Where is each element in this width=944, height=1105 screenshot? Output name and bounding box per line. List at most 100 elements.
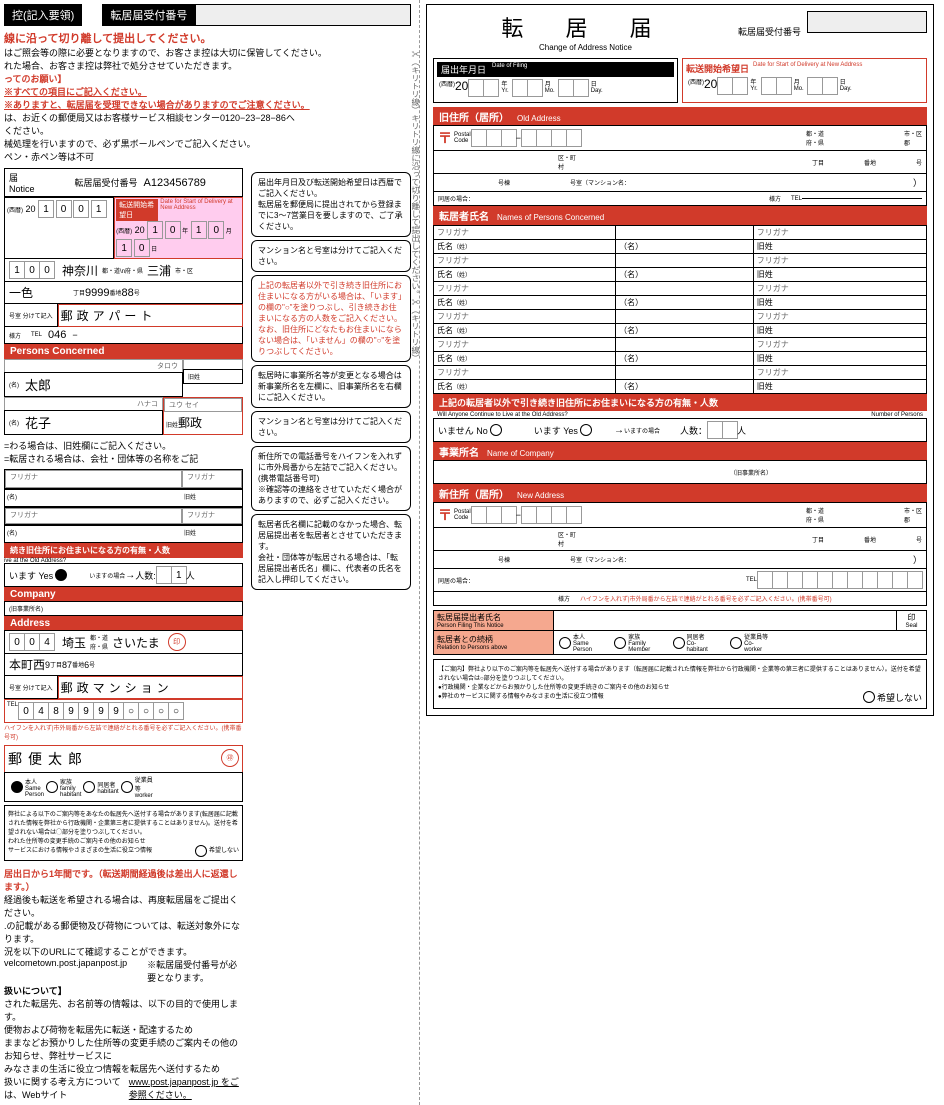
- rel-kazoku-circle[interactable]: [46, 781, 58, 793]
- dd2[interactable]: 0: [134, 239, 150, 257]
- p3[interactable]: 0: [39, 261, 55, 279]
- dm2r[interactable]: [776, 77, 792, 95]
- nt6[interactable]: [832, 571, 848, 589]
- np2[interactable]: [486, 506, 502, 524]
- np6[interactable]: [551, 506, 567, 524]
- pref2[interactable]: 埼玉: [62, 634, 86, 651]
- op1[interactable]: [471, 129, 487, 147]
- np5[interactable]: [536, 506, 552, 524]
- dm4[interactable]: 0: [208, 221, 224, 239]
- rel-juugyo-circle[interactable]: [121, 781, 133, 793]
- dd1[interactable]: 1: [116, 239, 132, 257]
- fm2[interactable]: [527, 79, 543, 97]
- op6[interactable]: [551, 129, 567, 147]
- filer[interactable]: 郵便太郎: [8, 749, 88, 769]
- op7[interactable]: [566, 129, 582, 147]
- rel-honnin-circle[interactable]: [11, 781, 23, 793]
- p1-furi[interactable]: タロウ: [4, 359, 183, 373]
- persons-en: Names of Persons Concerned: [497, 213, 604, 222]
- rel-doukyo-circle[interactable]: [83, 781, 95, 793]
- city[interactable]: 三浦: [147, 262, 171, 279]
- town2[interactable]: 本町西: [9, 656, 45, 673]
- rh: 本人 Same Person: [573, 632, 592, 653]
- nt8[interactable]: [862, 571, 878, 589]
- fy1[interactable]: [468, 79, 484, 97]
- dy4[interactable]: 0: [165, 221, 181, 239]
- nc2[interactable]: [722, 421, 738, 439]
- tel[interactable]: 046: [48, 329, 66, 341]
- chome[interactable]: 9999: [85, 287, 109, 299]
- cont-en-r: Will Anyone Continue to Live at the Old …: [437, 412, 568, 418]
- dy2r[interactable]: [732, 77, 748, 95]
- np7[interactable]: [566, 506, 582, 524]
- dy1r[interactable]: [717, 77, 733, 95]
- apt2[interactable]: 郵政マンション: [58, 676, 243, 699]
- filer-field[interactable]: [554, 611, 897, 631]
- nc1[interactable]: [707, 421, 723, 439]
- nt3[interactable]: [787, 571, 803, 589]
- op3[interactable]: [501, 129, 517, 147]
- np4[interactable]: [521, 506, 537, 524]
- op2[interactable]: [486, 129, 502, 147]
- f8: 便物および荷物を転居先に転送・配達するため: [4, 1023, 243, 1036]
- np1[interactable]: [471, 506, 487, 524]
- fd1[interactable]: [558, 79, 574, 97]
- p2-mei[interactable]: 花子: [25, 413, 51, 432]
- pp2[interactable]: 0: [24, 633, 40, 651]
- nt9[interactable]: [877, 571, 893, 589]
- city2[interactable]: さいたま: [112, 634, 160, 651]
- imasu-circle[interactable]: [55, 569, 67, 581]
- notice-label: 届 Notice: [9, 171, 35, 194]
- op5[interactable]: [536, 129, 552, 147]
- p2[interactable]: 0: [24, 261, 40, 279]
- rh-c[interactable]: [559, 637, 571, 649]
- kibou-c[interactable]: [863, 691, 875, 703]
- rj-c[interactable]: [730, 637, 742, 649]
- nt10[interactable]: [892, 571, 908, 589]
- banchi2[interactable]: 87: [62, 660, 72, 670]
- p1[interactable]: 1: [9, 261, 25, 279]
- imasu-c[interactable]: [580, 424, 592, 436]
- p-count[interactable]: 1: [171, 566, 187, 584]
- pp1[interactable]: 0: [9, 633, 25, 651]
- dm3[interactable]: 1: [191, 221, 207, 239]
- dy1[interactable]: 1: [38, 200, 54, 218]
- nt11[interactable]: [907, 571, 923, 589]
- rd-c[interactable]: [673, 637, 685, 649]
- f7: された転居先、お名前等の情報は、以下の目的で使用します。: [4, 997, 243, 1023]
- nt2[interactable]: [772, 571, 788, 589]
- cut-instruction: 線に沿って切り離して提出してください。: [4, 30, 411, 46]
- goshitsu2: 号室（マンション名：: [570, 555, 630, 564]
- nt1[interactable]: [757, 571, 773, 589]
- kibou-circle-l[interactable]: [195, 845, 207, 857]
- nt7[interactable]: [847, 571, 863, 589]
- dm1r[interactable]: [761, 77, 777, 95]
- dd2r[interactable]: [822, 77, 838, 95]
- banchi-l1: 番地: [864, 158, 876, 167]
- fy2[interactable]: [483, 79, 499, 97]
- nt5[interactable]: [817, 571, 833, 589]
- pp3[interactable]: 4: [39, 633, 55, 651]
- p2-kyusei-furi[interactable]: ユウ セイ: [164, 398, 242, 412]
- fd2[interactable]: [573, 79, 589, 97]
- dd1r[interactable]: [807, 77, 823, 95]
- pref[interactable]: 神奈川: [62, 262, 98, 279]
- op4[interactable]: [521, 129, 537, 147]
- imasen-c[interactable]: [490, 424, 502, 436]
- callout-1: 届出年月日及び転送開始希望日は西暦でご記入ください。 転居届を郵便局に提出されて…: [251, 172, 411, 237]
- town[interactable]: 一色: [9, 284, 33, 301]
- dy3[interactable]: 1: [147, 221, 163, 239]
- p1-mei[interactable]: 太郎: [25, 375, 51, 394]
- nt4[interactable]: [802, 571, 818, 589]
- note4: ください。: [4, 124, 411, 137]
- p2-kyusei[interactable]: 郵政: [178, 416, 202, 430]
- banchi[interactable]: 88: [122, 287, 134, 299]
- fm1[interactable]: [512, 79, 528, 97]
- dy2[interactable]: 0: [56, 200, 72, 218]
- apt[interactable]: 郵政アパート: [58, 304, 243, 327]
- p2-furi[interactable]: ハナコ: [4, 397, 163, 411]
- dm1[interactable]: 0: [73, 200, 89, 218]
- rk-c[interactable]: [614, 637, 626, 649]
- dm2[interactable]: 1: [91, 200, 107, 218]
- np3[interactable]: [501, 506, 517, 524]
